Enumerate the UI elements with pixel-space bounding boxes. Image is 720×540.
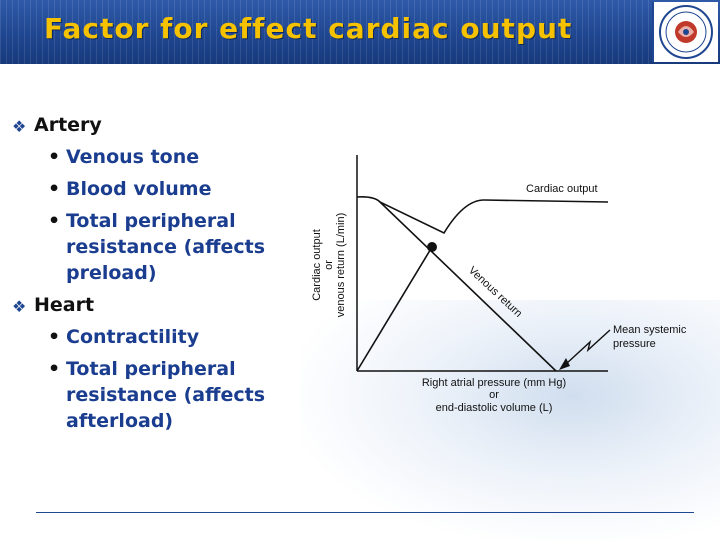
equilibrium-point [427,242,437,252]
cardiac-output-curve [356,196,609,235]
dot-bullet-icon: • [48,326,61,348]
university-logo [652,2,718,62]
diamond-bullet-icon: ❖ [12,297,27,316]
bullet-heart: ❖ Heart [12,292,312,318]
arrow-head-icon [559,358,570,370]
mean-systemic-label-line-1: Mean systemic [613,324,687,336]
cardiac-output-figure: Cardiac output or venous return (L/min) … [304,150,720,425]
sub-bullet: • Contractility [12,324,312,350]
bullet-label: Artery [34,114,102,136]
dot-bullet-icon: • [48,210,61,232]
sub-bullet: • Total peripheral resistance (affects p… [12,208,312,286]
sub-bullet: • Blood volume [12,176,312,202]
title-bar: Factor for effect cardiac output [0,0,720,64]
diamond-bullet-icon: ❖ [12,117,27,136]
footer-divider [36,512,694,513]
y-axis-label-line-2: or [323,260,335,270]
guyton-diagram: Cardiac output or venous return (L/min) … [311,155,687,414]
venous-return-curve [379,201,557,372]
title-bar-stripes [0,0,650,64]
cardiac-output-rising-line [356,246,433,372]
mean-systemic-label-line-2: pressure [613,338,656,350]
bullet-artery: ❖ Artery [12,112,312,138]
bullet-label: Heart [34,294,95,316]
sub-bullet-text: Total peripheral resistance (affects aft… [66,358,266,432]
dot-bullet-icon: • [48,178,61,200]
x-axis-label-line-2: or [489,389,499,401]
sub-bullet-text: Total peripheral resistance (affects pre… [66,210,266,284]
dot-bullet-icon: • [48,358,61,380]
dot-bullet-icon: • [48,146,61,168]
seal-icon [659,5,713,59]
background-glow [300,300,720,540]
sub-bullet-text: Blood volume [66,178,212,200]
sub-bullet-text: Venous tone [66,146,200,168]
bullet-list: ❖ Artery • Venous tone • Blood volume • … [12,112,312,440]
mean-systemic-arrow [565,329,611,365]
sub-bullet: • Total peripheral resistance (affects a… [12,356,312,434]
sub-bullet: • Venous tone [12,144,312,170]
y-axis-label-line-3: venous return (L/min) [335,213,347,318]
cardiac-output-curve-label: Cardiac output [526,183,598,195]
x-axis-label-line-3: end-diastolic volume (L) [436,402,553,414]
sub-bullet-text: Contractility [66,326,200,348]
y-axis-label-line-1: Cardiac output [311,229,323,301]
x-axis-label-line-1: Right atrial pressure (mm Hg) [422,377,566,389]
slide-title: Factor for effect cardiac output [44,12,573,45]
